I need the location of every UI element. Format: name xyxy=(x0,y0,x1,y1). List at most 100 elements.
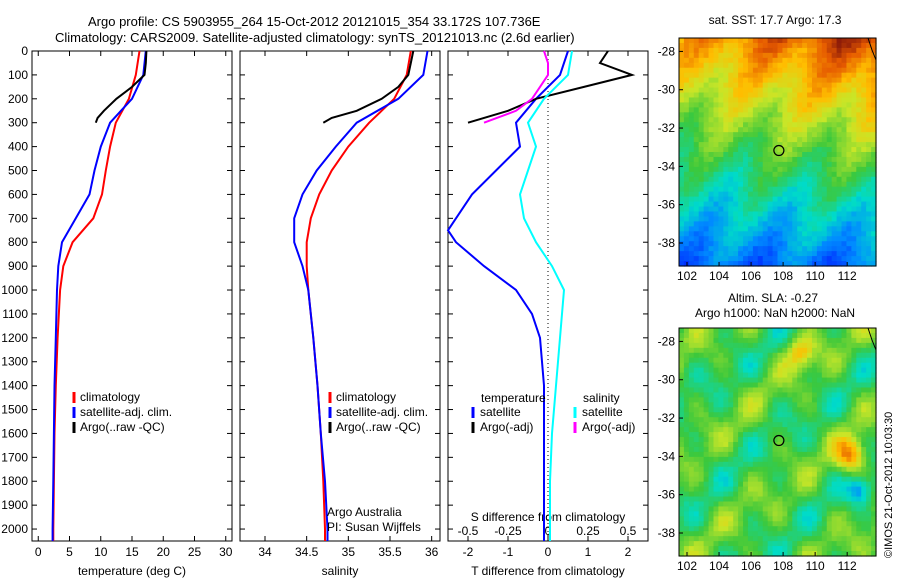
heatmap-cell xyxy=(787,52,793,59)
heatmap-cell xyxy=(797,496,803,503)
heatmap-cell xyxy=(831,107,838,113)
heatmap-cell xyxy=(767,176,774,183)
heatmap-cell xyxy=(683,392,690,398)
heatmap-cell xyxy=(811,137,818,143)
heatmap-cell xyxy=(688,402,695,408)
heatmap-cell xyxy=(723,241,729,247)
heatmap-cell xyxy=(866,52,872,59)
heatmap-cell xyxy=(747,417,754,423)
heatmap-cell xyxy=(792,437,798,443)
heatmap-cell xyxy=(797,437,803,443)
heatmap-cell xyxy=(738,377,744,384)
heatmap-cell xyxy=(777,77,784,84)
heatmap-cell xyxy=(772,52,779,59)
heatmap-cell xyxy=(723,186,729,193)
heatmap-cell xyxy=(851,367,857,374)
heatmap-cell xyxy=(747,57,754,64)
heatmap-cell xyxy=(856,407,862,413)
heatmap-cell xyxy=(836,176,843,183)
heatmap-cell xyxy=(723,161,729,168)
map-xtick-label-0-1: 104 xyxy=(709,269,729,283)
heatmap-cell xyxy=(821,181,828,188)
heatmap-cell xyxy=(728,236,734,242)
heatmap-cell xyxy=(679,551,685,557)
heatmap-cell xyxy=(708,42,715,49)
heatmap-cell xyxy=(708,62,715,69)
heatmap-cell xyxy=(797,471,803,478)
heatmap-cell xyxy=(738,471,744,478)
heatmap-cell xyxy=(693,496,700,503)
heatmap-cell xyxy=(738,551,744,557)
heatmap-cell xyxy=(708,546,715,552)
heatmap-cell xyxy=(826,437,833,443)
heatmap-cell xyxy=(856,521,862,527)
heatmap-cell xyxy=(757,246,764,252)
heatmap-cell xyxy=(767,186,774,193)
heatmap-cell xyxy=(782,87,788,94)
heatmap-cell xyxy=(713,377,719,384)
heatmap-cell xyxy=(723,132,729,138)
heatmap-cell xyxy=(743,521,749,527)
heatmap-cell xyxy=(738,236,744,242)
heatmap-cell xyxy=(698,531,705,537)
heatmap-cell xyxy=(871,156,877,163)
heatmap-cell xyxy=(723,97,729,104)
heatmap-cell xyxy=(772,117,779,123)
heatmap-cell xyxy=(743,186,749,193)
heatmap-cell xyxy=(738,506,744,512)
heatmap-cell xyxy=(743,352,749,359)
heatmap-cell xyxy=(797,491,803,498)
heatmap-cell xyxy=(792,377,798,384)
heatmap-cell xyxy=(762,127,769,133)
heatmap-cell xyxy=(743,357,749,364)
heatmap-cell xyxy=(861,127,867,133)
heatmap-cell xyxy=(816,417,823,423)
heatmap-cell xyxy=(841,156,848,163)
heatmap-cell xyxy=(841,442,848,448)
heatmap-cell xyxy=(836,256,843,262)
heatmap-cell xyxy=(797,67,803,74)
heatmap-cell xyxy=(738,261,744,267)
heatmap-cell xyxy=(747,127,754,133)
heatmap-cell xyxy=(826,236,833,242)
heatmap-cell xyxy=(728,147,734,153)
heatmap-cell xyxy=(782,526,788,532)
heatmap-cell xyxy=(797,132,803,138)
heatmap-cell xyxy=(762,546,769,552)
heatmap-cell xyxy=(718,211,724,218)
heatmap-cell xyxy=(747,367,754,374)
heatmap-cell xyxy=(757,372,764,379)
heatmap-cell xyxy=(767,332,774,339)
heatmap-cell xyxy=(866,97,872,104)
heatmap-cell xyxy=(733,506,739,512)
heatmap-cell xyxy=(797,377,803,384)
heatmap-cell xyxy=(693,481,700,488)
heatmap-cell xyxy=(743,382,749,389)
heatmap-cell xyxy=(821,357,828,364)
heatmap-cell xyxy=(728,181,734,188)
heatmap-cell xyxy=(733,382,739,389)
heatmap-cell xyxy=(836,67,843,74)
heatmap-cell xyxy=(733,466,739,473)
heatmap-cell xyxy=(782,92,788,99)
heatmap-cell xyxy=(821,372,828,379)
heatmap-cell xyxy=(841,367,848,374)
heatmap-cell xyxy=(743,107,749,113)
heatmap-cell xyxy=(752,127,759,133)
heatmap-cell xyxy=(792,251,798,257)
heatmap-cell xyxy=(693,501,700,508)
heatmap-cell xyxy=(762,52,769,59)
heatmap-cell xyxy=(683,47,690,54)
heatmap-cell xyxy=(708,246,715,252)
ytick-label-1: 100 xyxy=(8,68,28,82)
heatmap-cell xyxy=(723,147,729,153)
heatmap-cell xyxy=(782,216,788,222)
heatmap-cell xyxy=(866,166,872,173)
heatmap-cell xyxy=(811,427,818,433)
heatmap-cell xyxy=(767,501,774,508)
heatmap-cell xyxy=(816,342,823,349)
heatmap-cell xyxy=(703,42,710,49)
heatmap-cell xyxy=(688,407,695,413)
heatmap-cell xyxy=(782,72,788,79)
heatmap-cell xyxy=(851,461,857,468)
